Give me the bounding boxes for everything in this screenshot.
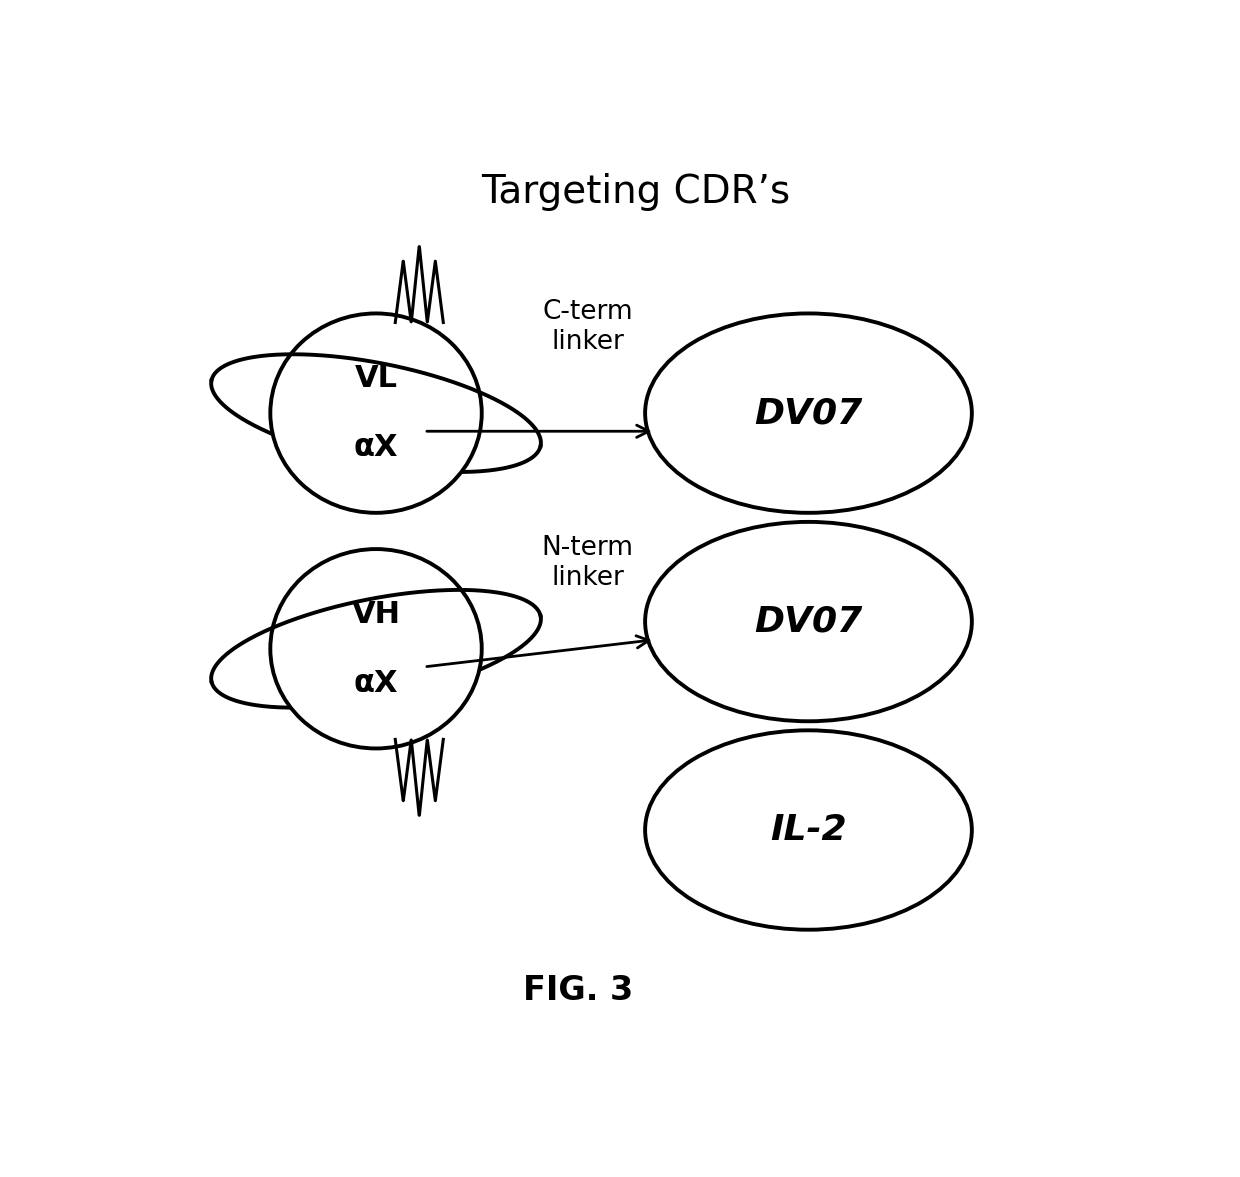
Text: αX: αX [353,433,398,463]
Text: VL: VL [355,364,398,393]
Ellipse shape [645,313,972,513]
Text: IL-2: IL-2 [770,813,847,847]
Ellipse shape [270,313,481,513]
Ellipse shape [645,521,972,722]
Ellipse shape [270,548,481,749]
Text: VH: VH [351,600,401,629]
Text: FIG. 3: FIG. 3 [523,973,632,1006]
Text: αX: αX [353,669,398,698]
Text: DV07: DV07 [754,605,863,639]
Text: N-term
linker: N-term linker [542,534,634,591]
Text: Targeting CDR’s: Targeting CDR’s [481,173,790,211]
Text: C-term
linker: C-term linker [542,299,632,355]
Text: DV07: DV07 [754,397,863,430]
Ellipse shape [645,730,972,930]
